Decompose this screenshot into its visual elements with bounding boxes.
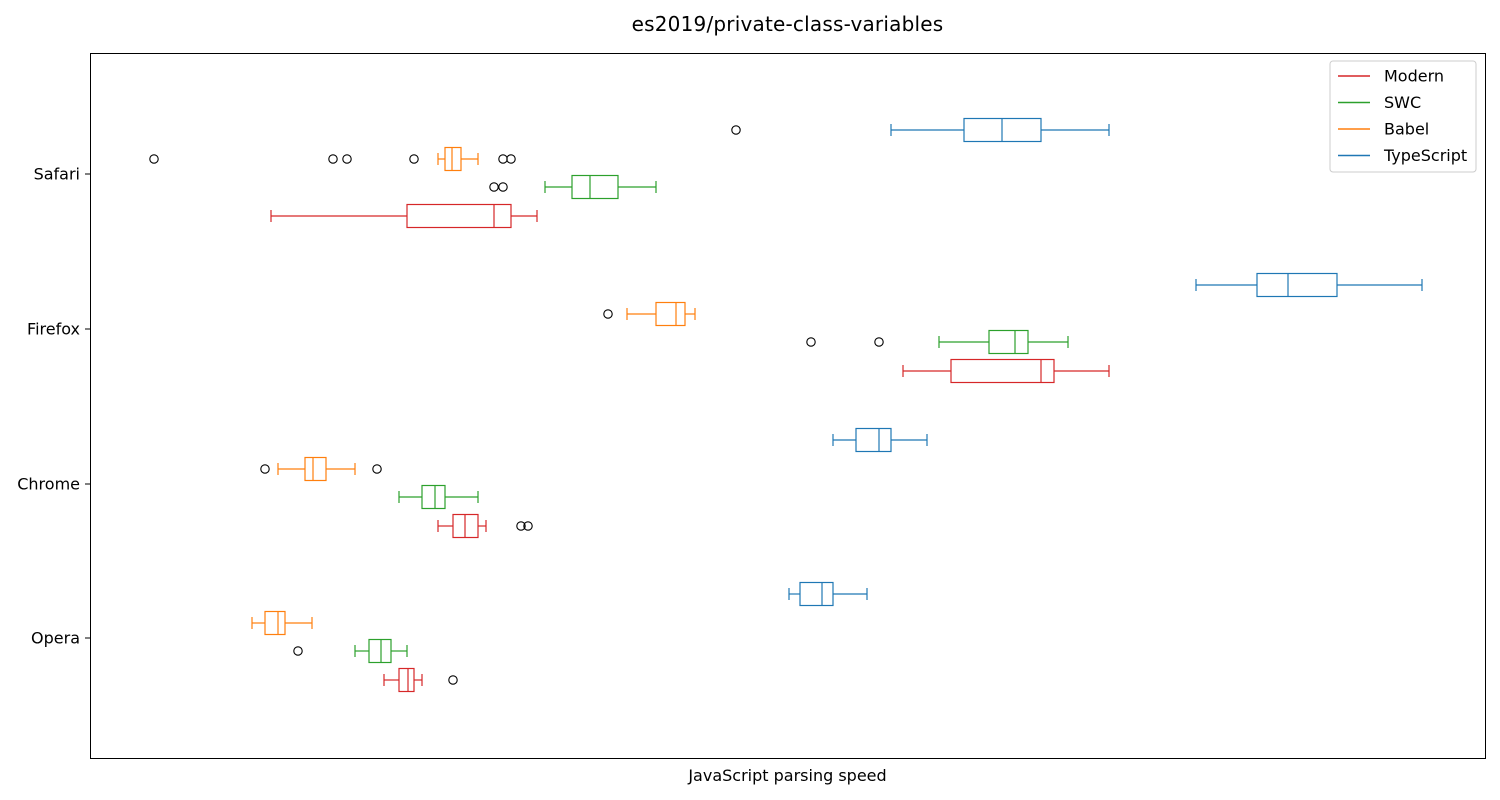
babel-safari-outlier-0 (149, 154, 159, 164)
legend-label-swc: SWC (1384, 93, 1421, 112)
typescript-opera-box (799, 581, 834, 607)
babel-chrome-outlier-1 (372, 464, 382, 474)
y-tick-label-opera: Opera (31, 629, 80, 648)
swc-safari-outlier-0 (489, 182, 499, 192)
y-tick-label-firefox: Firefox (27, 320, 80, 339)
modern-opera-outlier-0 (448, 675, 458, 685)
swc-firefox-box (988, 329, 1029, 355)
babel-safari-outlier-5 (506, 154, 516, 164)
babel-safari-outlier-2 (342, 154, 352, 164)
babel-safari-outlier-3 (409, 154, 419, 164)
swc-safari-box (571, 174, 619, 200)
babel-chrome-outlier-0 (260, 464, 270, 474)
legend-box (1329, 60, 1477, 173)
modern-opera-box (398, 667, 415, 693)
babel-chrome-box (304, 456, 327, 482)
typescript-firefox-box (1256, 272, 1338, 298)
swc-opera-box (368, 638, 392, 664)
typescript-safari-outlier-0 (731, 125, 741, 135)
typescript-chrome-box (855, 427, 892, 453)
y-tick-label-safari: Safari (34, 165, 80, 184)
legend-label-modern: Modern (1384, 67, 1444, 86)
modern-chrome-outlier-0 (516, 521, 526, 531)
swc-chrome-box (421, 484, 446, 510)
legend-label-typescript: TypeScript (1383, 146, 1467, 165)
x-axis-label: JavaScript parsing speed (688, 766, 887, 785)
plot-frame (90, 53, 1486, 759)
modern-safari-box (406, 203, 512, 229)
babel-opera-box (264, 610, 286, 636)
babel-safari-box (444, 146, 462, 172)
y-tick-label-chrome: Chrome (17, 475, 80, 494)
chart-title: es2019/private-class-variables (631, 12, 944, 36)
modern-firefox-box (950, 358, 1055, 384)
swc-firefox-outlier-1 (874, 337, 884, 347)
swc-safari-outlier-1 (498, 182, 508, 192)
swc-firefox-outlier-0 (806, 337, 816, 347)
babel-safari-outlier-1 (328, 154, 338, 164)
modern-chrome-outlier-1 (523, 521, 533, 531)
swc-opera-outlier-0 (293, 646, 303, 656)
legend-label-babel: Babel (1384, 120, 1429, 139)
babel-firefox-outlier-0 (603, 309, 613, 319)
babel-firefox-box (655, 301, 686, 327)
babel-safari-outlier-4 (498, 154, 508, 164)
